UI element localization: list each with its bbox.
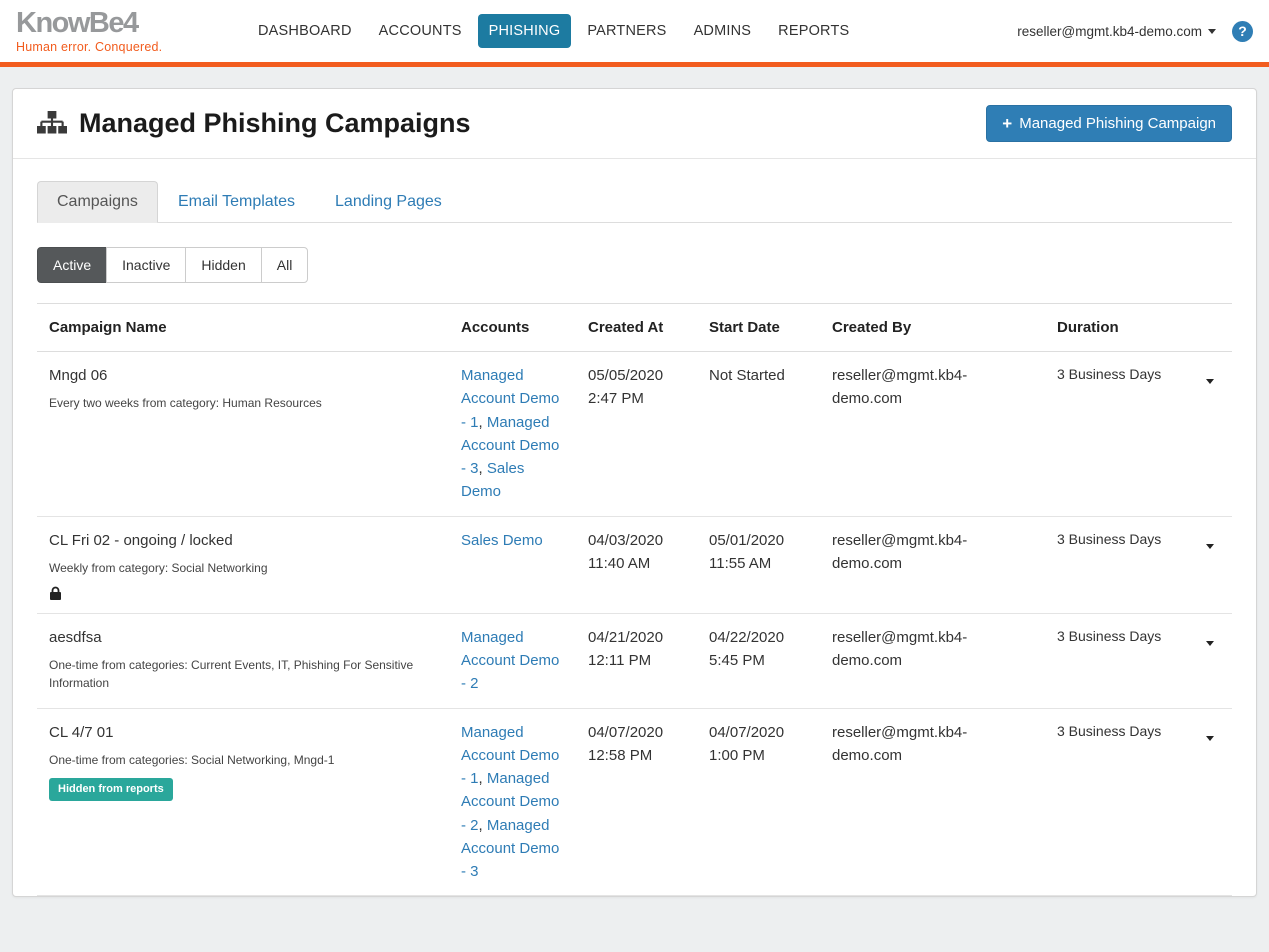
logo-wordmark: KnowBe4 xyxy=(16,6,139,39)
user-menu[interactable]: reseller@mgmt.kb4-demo.com xyxy=(1017,24,1216,39)
account-link[interactable]: Sales Demo xyxy=(461,460,525,501)
duration-cell: 3 Business Days xyxy=(1045,516,1186,614)
nav-reports[interactable]: REPORTS xyxy=(778,23,850,39)
col-header-duration: Duration xyxy=(1045,303,1186,352)
accounts-cell: Managed Account Demo - 1, Managed Accoun… xyxy=(449,708,576,897)
start-date-cell: 05/01/2020 11:55 AM xyxy=(697,516,820,614)
hidden-from-reports-badge: Hidden from reports xyxy=(49,777,173,801)
chevron-down-icon xyxy=(1208,28,1216,34)
campaign-row: aesdfsa One-time from categories: Curren… xyxy=(37,613,1232,709)
tab-campaigns[interactable]: Campaigns xyxy=(37,181,158,223)
campaign-name: CL Fri 02 - ongoing / locked xyxy=(49,531,233,549)
created-by-cell: reseller@mgmt.kb4-demo.com xyxy=(820,516,1045,614)
col-header-created-by: Created By xyxy=(820,303,1045,352)
top-navbar: KnowBe4 Human error. Conquered. DASHBOAR… xyxy=(0,0,1269,62)
nav-phishing[interactable]: PHISHING xyxy=(477,14,572,48)
start-date-cell: Not Started xyxy=(697,351,820,517)
row-actions-dropdown[interactable] xyxy=(1200,364,1220,391)
accounts-cell: Managed Account Demo - 2 xyxy=(449,613,576,709)
new-managed-phishing-campaign-button[interactable]: + Managed Phishing Campaign xyxy=(986,105,1232,142)
tab-landing-pages[interactable]: Landing Pages xyxy=(335,193,442,210)
accounts-cell: Managed Account Demo - 1, Managed Accoun… xyxy=(449,351,576,517)
main-nav: DASHBOARD ACCOUNTS PHISHING PARTNERS ADM… xyxy=(247,14,860,48)
tab-bar: Campaigns Email Templates Landing Pages xyxy=(37,181,1232,223)
chevron-down-icon xyxy=(1206,543,1214,549)
sitemap-icon xyxy=(37,111,67,134)
managed-campaigns-card: Managed Phishing Campaigns + Managed Phi… xyxy=(12,88,1257,898)
nav-accounts[interactable]: ACCOUNTS xyxy=(378,23,462,39)
account-link[interactable]: Managed Account Demo - 2 xyxy=(461,628,560,693)
page-title: Managed Phishing Campaigns xyxy=(37,108,471,139)
filter-inactive[interactable]: Inactive xyxy=(106,247,187,283)
duration-cell: 3 Business Days xyxy=(1045,351,1186,517)
filter-active[interactable]: Active xyxy=(37,247,108,283)
user-email: reseller@mgmt.kb4-demo.com xyxy=(1017,23,1202,39)
accounts-cell: Sales Demo xyxy=(449,516,576,614)
created-at-cell: 04/21/2020 12:11 PM xyxy=(576,613,697,709)
chevron-down-icon xyxy=(1206,735,1214,741)
row-actions-dropdown[interactable] xyxy=(1200,626,1220,653)
col-header-accounts: Accounts xyxy=(449,303,576,352)
duration-cell: 3 Business Days xyxy=(1045,708,1186,897)
created-by-cell: reseller@mgmt.kb4-demo.com xyxy=(820,613,1045,709)
campaign-description: One-time from categories: Social Network… xyxy=(49,752,335,767)
brand-accent-bar xyxy=(0,62,1269,67)
row-actions-dropdown[interactable] xyxy=(1200,721,1220,748)
logo-tagline: Human error. Conquered. xyxy=(16,39,163,54)
col-header-actions xyxy=(1186,303,1232,352)
start-date-cell: 04/07/2020 1:00 PM xyxy=(697,708,820,897)
col-header-created-at: Created At xyxy=(576,303,697,352)
campaign-description: Every two weeks from category: Human Res… xyxy=(49,396,322,411)
col-header-campaign-name: Campaign Name xyxy=(37,303,449,352)
navbar-right: reseller@mgmt.kb4-demo.com ? xyxy=(1017,20,1253,42)
status-filter-group: Active Inactive Hidden All xyxy=(37,247,309,283)
plus-icon: + xyxy=(1002,114,1013,133)
created-at-cell: 04/07/2020 12:58 PM xyxy=(576,708,697,897)
campaigns-table-header: Campaign Name Accounts Created At Start … xyxy=(37,303,1232,352)
card-header: Managed Phishing Campaigns + Managed Phi… xyxy=(13,89,1256,159)
created-at-cell: 04/03/2020 11:40 AM xyxy=(576,516,697,614)
nav-dashboard[interactable]: DASHBOARD xyxy=(258,23,352,39)
card-body: Campaigns Email Templates Landing Pages … xyxy=(13,159,1256,897)
campaign-description: One-time from categories: Current Events… xyxy=(49,658,414,690)
row-actions-dropdown[interactable] xyxy=(1200,529,1220,556)
page-title-text: Managed Phishing Campaigns xyxy=(79,108,471,138)
created-at-cell: 05/05/2020 2:47 PM xyxy=(576,351,697,517)
campaign-name: Mngd 06 xyxy=(49,367,108,384)
campaign-row: CL Fri 02 - ongoing / locked Weekly from… xyxy=(37,516,1232,614)
created-by-cell: reseller@mgmt.kb4-demo.com xyxy=(820,351,1045,517)
campaign-name: CL 4/7 01 xyxy=(49,723,114,741)
account-link[interactable]: Managed Account Demo - 1 xyxy=(461,723,560,788)
campaign-row: Mngd 06 Every two weeks from category: H… xyxy=(37,351,1232,517)
campaign-description: Weekly from category: Social Networking xyxy=(49,560,268,575)
col-header-start-date: Start Date xyxy=(697,303,820,352)
account-link[interactable]: Managed Account Demo - 3 xyxy=(461,413,560,478)
account-link[interactable]: Sales Demo xyxy=(461,531,543,549)
account-link[interactable]: Managed Account Demo - 1 xyxy=(461,367,560,431)
campaign-row: CL 4/7 01 One-time from categories: Soci… xyxy=(37,708,1232,897)
chevron-down-icon xyxy=(1206,640,1214,646)
start-date-cell: 04/22/2020 5:45 PM xyxy=(697,613,820,709)
filter-hidden[interactable]: Hidden xyxy=(185,247,262,283)
help-icon[interactable]: ? xyxy=(1232,20,1253,42)
nav-admins[interactable]: ADMINS xyxy=(693,23,752,39)
duration-cell: 3 Business Days xyxy=(1045,613,1186,709)
knowbe4-logo[interactable]: KnowBe4 Human error. Conquered. xyxy=(16,6,221,54)
tab-email-templates[interactable]: Email Templates xyxy=(177,193,296,210)
account-link[interactable]: Managed Account Demo - 3 xyxy=(461,816,560,881)
campaigns-table-body: Mngd 06 Every two weeks from category: H… xyxy=(37,351,1232,897)
page-background: Managed Phishing Campaigns + Managed Phi… xyxy=(0,67,1269,952)
campaigns-table: Campaign Name Accounts Created At Start … xyxy=(37,303,1232,897)
filter-all[interactable]: All xyxy=(260,247,309,283)
campaign-name: aesdfsa xyxy=(49,628,102,646)
chevron-down-icon xyxy=(1206,379,1214,384)
new-campaign-button-label: Managed Phishing Campaign xyxy=(1019,115,1216,132)
account-link[interactable]: Managed Account Demo - 2 xyxy=(461,770,560,834)
created-by-cell: reseller@mgmt.kb4-demo.com xyxy=(820,708,1045,897)
lock-icon xyxy=(50,586,61,600)
nav-partners[interactable]: PARTNERS xyxy=(587,23,667,39)
